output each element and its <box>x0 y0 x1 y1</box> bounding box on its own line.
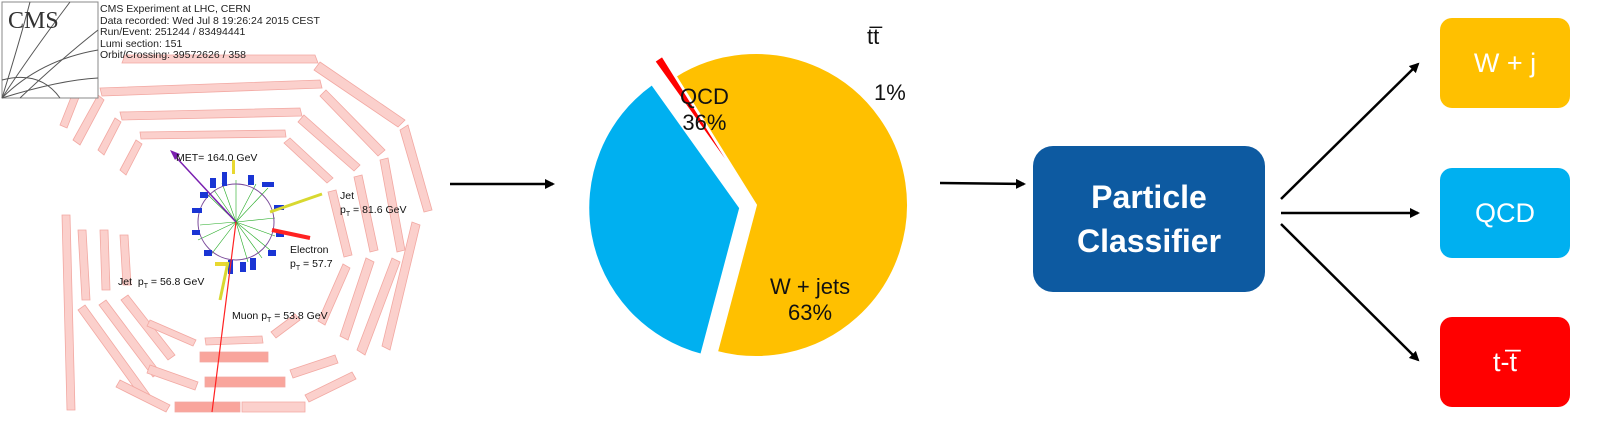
pie-label-qcd: QCD 36% <box>680 84 729 136</box>
electron-name: Electron <box>290 244 329 256</box>
pie-chart <box>587 52 909 358</box>
detector-segments <box>59 54 433 413</box>
event-display-graphic <box>1 1 433 413</box>
electron-pt-label: pT = 57.7 <box>290 258 333 273</box>
arrow-pie-to-classifier <box>939 178 1026 189</box>
pie-label-tt-name: tt̅ <box>867 24 880 49</box>
tracker-circle <box>197 183 275 261</box>
pie-label-qcd-value: 36% <box>682 110 727 135</box>
met-arrow <box>173 154 237 223</box>
output-wj-label: W + j <box>1473 47 1537 78</box>
pie-label-qcd-name: QCD <box>680 84 729 109</box>
jet1-name: Jet <box>340 190 355 202</box>
jet2-pt-label: Jet pT = 56.8 GeV <box>118 276 205 291</box>
met-label: MET= 164.0 GeV <box>176 152 258 164</box>
particle-classifier-box: Particle Classifier <box>1033 146 1265 292</box>
hcal-towers <box>215 160 235 266</box>
output-tt-label: t-t̅ <box>1493 346 1517 377</box>
output-tt-box: t-t̅ <box>1440 317 1570 407</box>
pie-slice-2 <box>674 52 909 358</box>
jet2-line <box>218 261 230 301</box>
arrow-to-wj <box>1280 62 1420 200</box>
info-line-2: Data recorded: Wed Jul 8 19:26:24 2015 C… <box>100 14 320 27</box>
pie-label-wjets-value: 63% <box>788 300 833 325</box>
pie-label-tt-value: 1% <box>874 80 906 105</box>
cms-logo-text: CMS <box>8 8 59 34</box>
output-qcd-label: QCD <box>1475 197 1535 228</box>
muon-line <box>211 221 237 413</box>
electron-line <box>271 228 311 240</box>
info-line-3: Run/Event: 251244 / 83494441 <box>100 26 246 38</box>
pie-label-wjets-name: W + jets <box>770 274 851 299</box>
cms-logo-frame <box>1 1 99 99</box>
pie-slice-0 <box>587 82 742 356</box>
pie-label-wjets: W + jets 63% <box>770 274 850 326</box>
jet1-pt-label: pT = 81.6 GeV <box>340 204 407 219</box>
classifier-line-2: Classifier <box>1076 223 1222 259</box>
classifier-line-1: Particle <box>1091 179 1207 215</box>
info-line-1: CMS Experiment at LHC, CERN <box>100 3 251 15</box>
output-qcd-box: QCD <box>1440 168 1570 258</box>
output-wj-box: W + j <box>1440 18 1570 108</box>
info-line-5: Orbit/Crossing: 39572626 / 358 <box>100 49 246 61</box>
jet1-line <box>269 192 323 214</box>
cms-logo-graphic <box>1 1 99 99</box>
muon-pt-label: Muon pT = 53.8 GeV <box>232 310 328 325</box>
cms-event-display: CMS CMS Experiment at LHC, CERN Data rec… <box>0 0 440 435</box>
pie-slice-1 <box>652 54 744 186</box>
classifier-label: Particle Classifier <box>1077 175 1221 263</box>
info-line-4: Lumi section: 151 <box>100 37 183 50</box>
arrow-to-tt <box>1280 223 1420 362</box>
